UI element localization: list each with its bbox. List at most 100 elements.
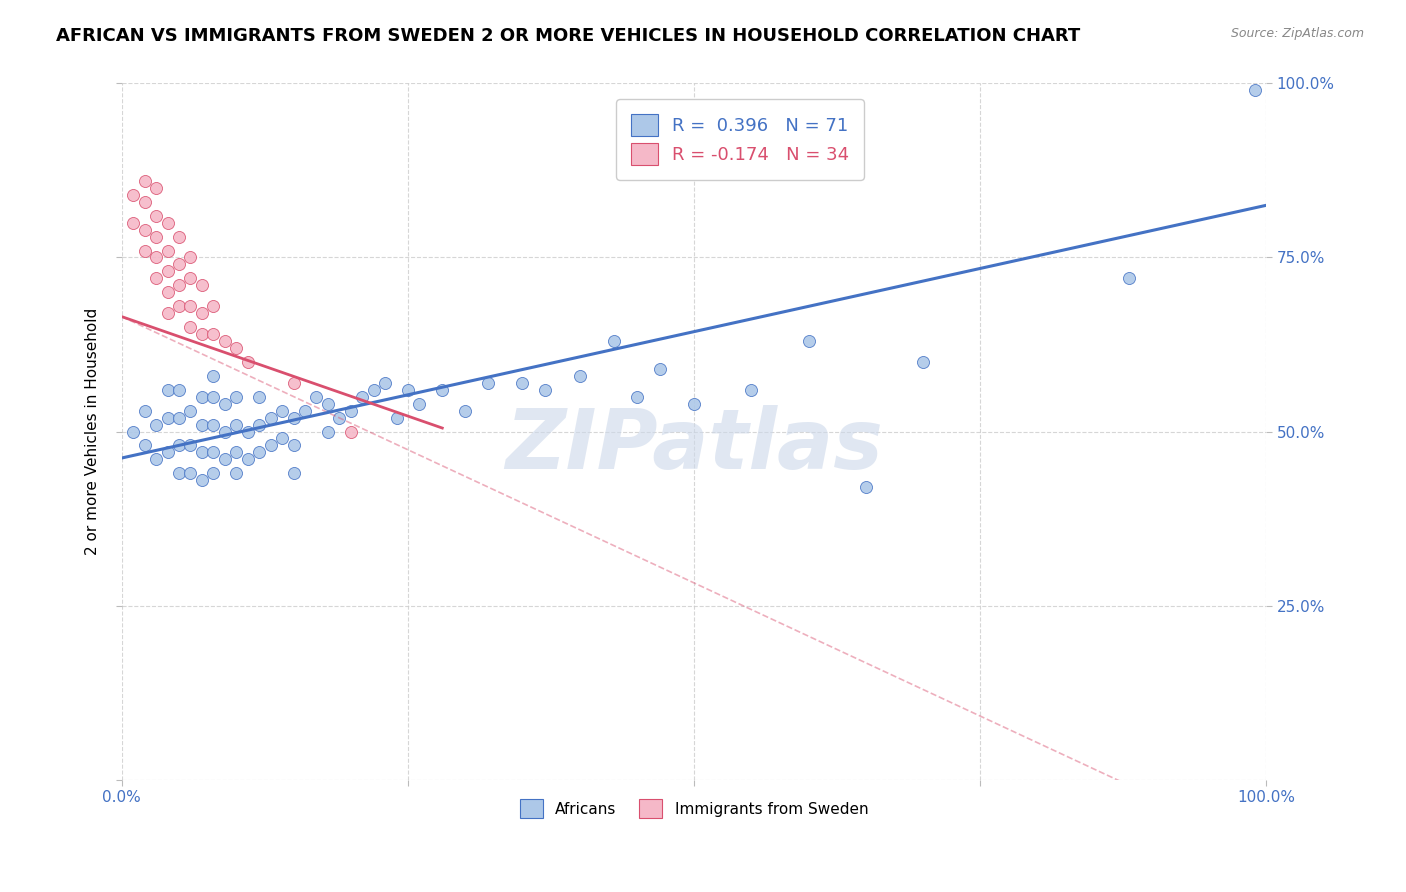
Point [156,445,179,459]
Text: AFRICAN VS IMMIGRANTS FROM SWEDEN 2 OR MORE VEHICLES IN HOUSEHOLD CORRELATION CH: AFRICAN VS IMMIGRANTS FROM SWEDEN 2 OR M… [56,27,1080,45]
Point [145,229,167,244]
Point [179,251,201,265]
Point [156,264,179,278]
Point [179,403,201,417]
Point [167,410,190,425]
Point [179,467,201,481]
Point [214,425,236,439]
Point [167,257,190,271]
Point [603,334,626,348]
Point [855,480,877,494]
Point [202,467,225,481]
Point [283,467,305,481]
Point [167,438,190,452]
Point [122,425,145,439]
Point [145,417,167,432]
Point [134,403,156,417]
Point [626,390,648,404]
Point [316,397,339,411]
Point [1118,271,1140,285]
Point [156,244,179,258]
Point [156,383,179,397]
Point [477,376,499,390]
Point [408,397,430,411]
Point [134,244,156,258]
Point [225,417,247,432]
Point [191,473,214,487]
Point [179,299,201,313]
Point [568,368,591,383]
Point [316,425,339,439]
Point [145,209,167,223]
Point [167,278,190,293]
Point [236,452,259,467]
Point [202,327,225,342]
Point [134,174,156,188]
Point [167,299,190,313]
Point [156,306,179,320]
Point [683,397,706,411]
Point [339,425,361,439]
Point [247,417,270,432]
Point [191,306,214,320]
Point [179,271,201,285]
Point [797,334,820,348]
Point [191,327,214,342]
Point [179,320,201,334]
Point [648,362,671,376]
Point [305,390,328,404]
Point [271,403,294,417]
Point [225,390,247,404]
Point [202,390,225,404]
Point [156,216,179,230]
Point [283,376,305,390]
Point [122,187,145,202]
Point [283,410,305,425]
Text: Source: ZipAtlas.com: Source: ZipAtlas.com [1230,27,1364,40]
Point [145,181,167,195]
Point [134,194,156,209]
Point [225,341,247,355]
Point [214,334,236,348]
Point [271,432,294,446]
Point [454,403,477,417]
Point [259,438,281,452]
Point [191,417,214,432]
Point [352,390,374,404]
Point [134,222,156,236]
Text: ZIPatlas: ZIPatlas [505,405,883,486]
Point [156,410,179,425]
Point [294,403,316,417]
Point [167,229,190,244]
Point [214,452,236,467]
Point [202,445,225,459]
Point [283,438,305,452]
Point [202,299,225,313]
Point [259,410,281,425]
Point [534,383,557,397]
Point [339,403,361,417]
Point [236,425,259,439]
Point [167,383,190,397]
Point [911,355,934,369]
Point [191,278,214,293]
Point [179,438,201,452]
Point [247,445,270,459]
Point [156,285,179,300]
Point [225,445,247,459]
Point [191,445,214,459]
Point [247,390,270,404]
Point [191,390,214,404]
Point [167,467,190,481]
Point [432,383,454,397]
Point [740,383,762,397]
Point [145,271,167,285]
Point [328,410,350,425]
Point [145,251,167,265]
Point [396,383,419,397]
Point [214,397,236,411]
Point [145,452,167,467]
Point [236,355,259,369]
Point [202,417,225,432]
Y-axis label: 2 or more Vehicles in Household: 2 or more Vehicles in Household [86,308,100,555]
